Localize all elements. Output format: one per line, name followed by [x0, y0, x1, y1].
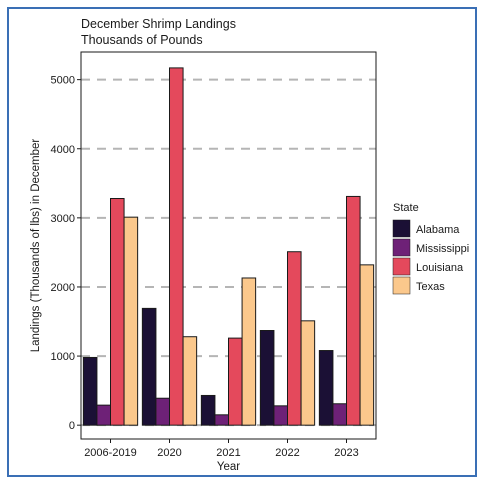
x-tick-label: 2022: [275, 447, 299, 459]
chart-title: December Shrimp Landings: [81, 17, 236, 31]
bar-mississippi: [96, 404, 111, 426]
x-tick-label: 2023: [334, 447, 358, 459]
bar-louisiana: [346, 195, 361, 426]
y-axis-title: Landings (Thousands of lbs) in December: [30, 139, 42, 353]
legend: State Alabama Mississippi Louisiana Texas: [392, 202, 469, 295]
bar-texas: [300, 320, 316, 426]
bars: [82, 67, 375, 426]
bar-mississippi: [332, 403, 347, 426]
y-tick-label: 5000: [51, 75, 75, 87]
y-tick-label: 0: [69, 420, 75, 432]
bar-louisiana: [169, 67, 184, 426]
bar-texas: [359, 264, 375, 426]
bar-louisiana: [287, 251, 302, 426]
bar-alabama: [82, 356, 98, 426]
bar-alabama: [200, 394, 216, 426]
y-tick-label: 1000: [51, 351, 75, 363]
figure-frame: December Shrimp Landings Thousands of Po…: [7, 7, 477, 477]
chart-subtitle: Thousands of Pounds: [81, 33, 203, 47]
legend-label-texas: Texas: [416, 281, 445, 293]
x-tick-label: 2021: [216, 447, 240, 459]
bar-mississippi: [214, 414, 229, 426]
bar-texas: [123, 216, 139, 426]
bar-alabama: [318, 350, 334, 426]
x-tick-label: 2006-2019: [84, 447, 137, 459]
bar-texas: [241, 277, 257, 426]
x-axis-ticks: 2006-2019 2020 2021 2022 2023: [84, 439, 359, 459]
legend-key-mississippi: [392, 238, 411, 257]
bar-mississippi: [273, 405, 288, 426]
bar-mississippi: [155, 397, 170, 426]
legend-title: State: [393, 202, 419, 214]
bar-louisiana: [228, 337, 243, 426]
legend-key-alabama: [392, 219, 411, 238]
x-tick-label: 2020: [157, 447, 181, 459]
legend-label-mississippi: Mississippi: [416, 243, 469, 255]
legend-label-alabama: Alabama: [416, 224, 460, 236]
bar-louisiana: [110, 198, 125, 426]
y-tick-label: 2000: [51, 282, 75, 294]
legend-key-louisiana: [392, 257, 411, 276]
bar-texas: [182, 336, 198, 426]
bar-alabama: [259, 330, 275, 426]
y-tick-label: 3000: [51, 213, 75, 225]
bar-chart: December Shrimp Landings Thousands of Po…: [30, 17, 469, 473]
x-axis-title: Year: [217, 461, 240, 473]
y-tick-label: 4000: [51, 144, 75, 156]
bar-alabama: [141, 307, 157, 426]
y-axis-ticks: 0 1000 2000 3000 4000 5000: [51, 75, 81, 432]
legend-label-louisiana: Louisiana: [416, 262, 464, 274]
legend-key-texas: [392, 276, 411, 295]
